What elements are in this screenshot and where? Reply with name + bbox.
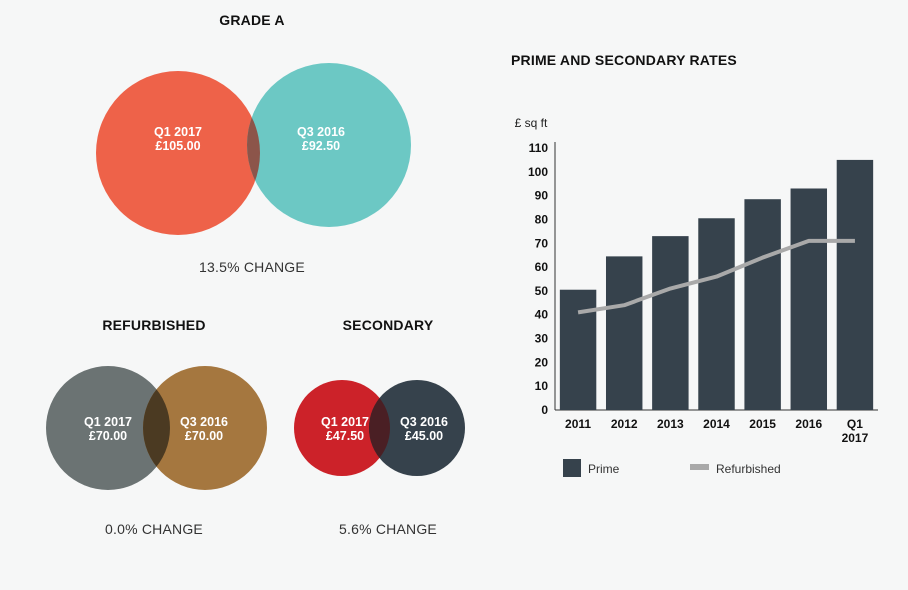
y-tick-label: 50 bbox=[535, 284, 549, 298]
y-tick-label: 90 bbox=[535, 189, 549, 203]
bar-prime-2015 bbox=[744, 199, 781, 410]
chart-title: PRIME AND SECONDARY RATES bbox=[511, 52, 737, 68]
x-tick-label: 2014 bbox=[703, 417, 730, 431]
x-tick-label: 2013 bbox=[657, 417, 684, 431]
bar-prime-q1-2017 bbox=[836, 159, 874, 410]
bar-chart: £ sq ft 0 10 20 30 40 50 60 70 80 90 100 110 2011 2012… bbox=[500, 108, 900, 493]
grade-a-change: 13.5% CHANGE bbox=[199, 259, 305, 275]
grade-a-right-value: £92.50 bbox=[302, 139, 340, 153]
x-tick-label: 2015 bbox=[749, 417, 776, 431]
y-tick-label: 70 bbox=[535, 236, 549, 250]
bar-prime-2012 bbox=[605, 256, 643, 410]
y-tick-label: 80 bbox=[535, 212, 549, 226]
y-tick-label: 0 bbox=[541, 403, 548, 417]
y-axis-label: £ sq ft bbox=[515, 116, 548, 130]
y-tick-label: 20 bbox=[535, 355, 549, 369]
refurbished-left-period: Q1 2017 bbox=[84, 415, 132, 429]
grade-a-left-value: £105.00 bbox=[155, 139, 200, 153]
refurbished-right-period: Q3 2016 bbox=[180, 415, 228, 429]
secondary-left-circle bbox=[294, 380, 390, 476]
secondary-left-value: £47.50 bbox=[326, 429, 364, 443]
grade-a-left-circle bbox=[96, 71, 260, 235]
y-tick-label: 110 bbox=[529, 141, 549, 155]
grade-a-right-circle bbox=[247, 63, 411, 227]
line-refurbished bbox=[577, 238, 855, 315]
grade-a-title: GRADE A bbox=[219, 12, 285, 28]
secondary-change: 5.6% CHANGE bbox=[339, 521, 437, 537]
x-tick-label: 2011 bbox=[565, 417, 591, 431]
x-tick-label: 2012 bbox=[611, 417, 638, 431]
bar-prime-2011 bbox=[559, 289, 597, 410]
refurbished-title: REFURBISHED bbox=[102, 317, 206, 333]
y-tick-label: 100 bbox=[528, 165, 548, 179]
grade-a-left-period: Q1 2017 bbox=[154, 125, 202, 139]
secondary-left-period: Q1 2017 bbox=[321, 415, 369, 429]
secondary-right-period: Q3 2016 bbox=[400, 415, 448, 429]
refurbished-change: 0.0% CHANGE bbox=[105, 521, 203, 537]
y-tick-label: 60 bbox=[535, 260, 549, 274]
grade-a-right-period: Q3 2016 bbox=[297, 125, 345, 139]
y-tick-label: 30 bbox=[535, 332, 549, 346]
refurbished-right-value: £70.00 bbox=[185, 429, 223, 443]
x-tick-label: 2017 bbox=[842, 431, 869, 445]
legend-refurbished-label: Refurbished bbox=[716, 462, 781, 476]
y-tick-label: 40 bbox=[535, 308, 549, 322]
y-tick-label: 10 bbox=[535, 379, 549, 393]
x-tick-label: 2016 bbox=[795, 417, 822, 431]
legend-refurbished-swatch bbox=[690, 464, 709, 470]
bar-prime-2016 bbox=[790, 188, 828, 410]
refurbished-left-value: £70.00 bbox=[89, 429, 127, 443]
secondary-title: SECONDARY bbox=[342, 317, 434, 333]
refurbished-left-circle bbox=[46, 366, 170, 490]
legend-prime-label: Prime bbox=[588, 462, 620, 476]
legend-prime-swatch bbox=[563, 459, 581, 477]
secondary-right-circle bbox=[369, 380, 465, 476]
bar-prime-2014 bbox=[698, 218, 735, 410]
secondary-right-value: £45.00 bbox=[405, 429, 443, 443]
x-tick-label: Q1 bbox=[847, 417, 863, 431]
bar-prime-2013 bbox=[652, 236, 689, 410]
refurbished-right-circle bbox=[143, 366, 267, 490]
